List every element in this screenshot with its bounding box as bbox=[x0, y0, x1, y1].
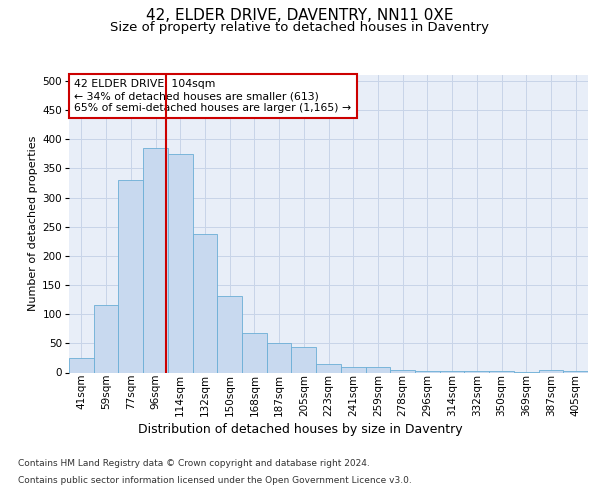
Bar bbox=[242, 333, 267, 372]
Bar bbox=[143, 148, 168, 372]
Text: Contains public sector information licensed under the Open Government Licence v3: Contains public sector information licen… bbox=[18, 476, 412, 485]
Bar bbox=[217, 296, 242, 372]
Bar bbox=[539, 370, 563, 372]
Bar bbox=[390, 370, 415, 372]
Bar bbox=[365, 366, 390, 372]
Bar bbox=[316, 364, 341, 372]
Text: Distribution of detached houses by size in Daventry: Distribution of detached houses by size … bbox=[137, 422, 463, 436]
Bar bbox=[341, 366, 365, 372]
Text: 42, ELDER DRIVE, DAVENTRY, NN11 0XE: 42, ELDER DRIVE, DAVENTRY, NN11 0XE bbox=[146, 8, 454, 22]
Text: 42 ELDER DRIVE: 104sqm
← 34% of detached houses are smaller (613)
65% of semi-de: 42 ELDER DRIVE: 104sqm ← 34% of detached… bbox=[74, 80, 352, 112]
Text: Size of property relative to detached houses in Daventry: Size of property relative to detached ho… bbox=[110, 21, 490, 34]
Y-axis label: Number of detached properties: Number of detached properties bbox=[28, 136, 38, 312]
Bar bbox=[193, 234, 217, 372]
Bar bbox=[69, 358, 94, 372]
Bar bbox=[118, 180, 143, 372]
Text: Contains HM Land Registry data © Crown copyright and database right 2024.: Contains HM Land Registry data © Crown c… bbox=[18, 458, 370, 468]
Bar bbox=[168, 154, 193, 372]
Bar bbox=[292, 347, 316, 372]
Bar bbox=[94, 306, 118, 372]
Bar bbox=[267, 344, 292, 372]
